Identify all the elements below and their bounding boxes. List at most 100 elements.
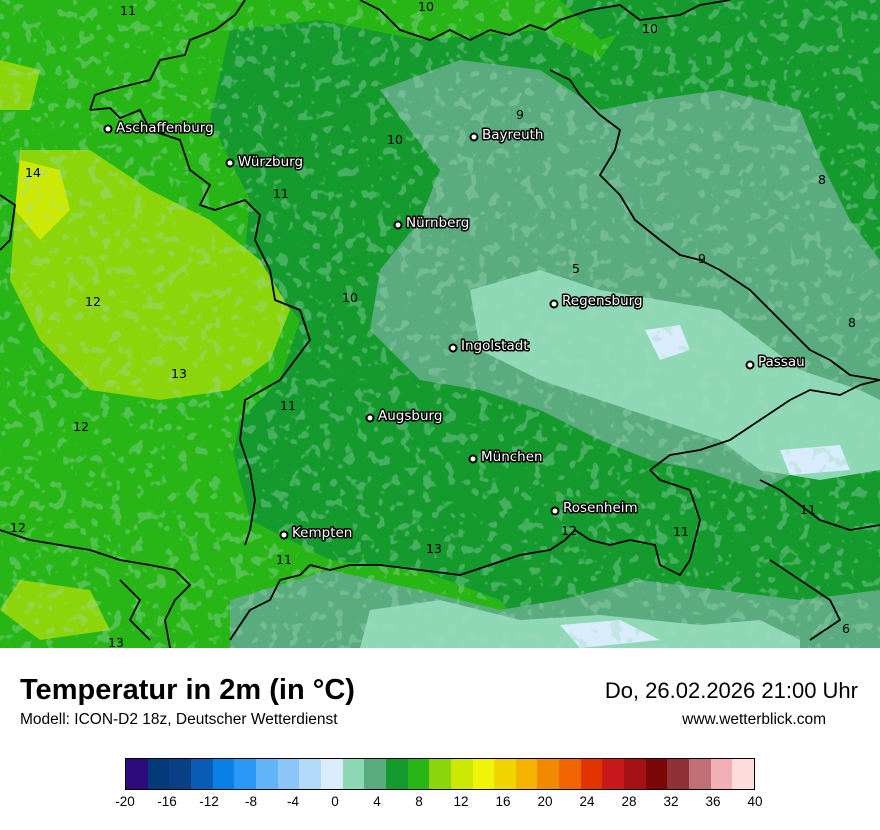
legend-swatch bbox=[689, 759, 711, 789]
forecast-datetime: Do, 26.02.2026 21:00 Uhr bbox=[604, 678, 858, 703]
legend-swatch bbox=[364, 759, 386, 789]
city-marker-icon bbox=[469, 132, 479, 142]
temperature-field bbox=[0, 0, 880, 648]
legend-tick-label: 28 bbox=[621, 794, 637, 809]
contour-label: 10 bbox=[642, 21, 658, 36]
city-bayreuth[interactable]: Bayreuth bbox=[469, 126, 545, 145]
city-label: Passau bbox=[758, 354, 805, 370]
contour-label: 12 bbox=[73, 419, 89, 434]
state-border-bw bbox=[89, 107, 311, 546]
city-marker-icon bbox=[365, 413, 375, 423]
legend-tick-label: 24 bbox=[579, 794, 595, 809]
legend-swatch bbox=[472, 759, 495, 789]
legend-swatch bbox=[277, 759, 300, 789]
city-label: München bbox=[481, 449, 543, 465]
city-marker-icon bbox=[745, 360, 755, 370]
legend-tick-label: 40 bbox=[747, 794, 763, 809]
contour-label: 11 bbox=[800, 502, 816, 517]
contour-label: 11 bbox=[280, 398, 296, 413]
city-kempten[interactable]: Kempten bbox=[279, 524, 354, 543]
border-czech bbox=[549, 69, 880, 381]
legend-tick-label: -8 bbox=[244, 794, 258, 809]
city-regensburg[interactable]: Regensburg bbox=[549, 292, 644, 311]
legend-swatch bbox=[537, 759, 560, 789]
state-border-hessen bbox=[89, 0, 246, 111]
legend-swatch bbox=[645, 759, 668, 789]
city-wuerzburg[interactable]: Würzburg bbox=[225, 153, 305, 172]
legend-swatch bbox=[255, 759, 278, 789]
city-marker-icon bbox=[448, 343, 458, 353]
footer: Temperatur in 2m (in °C) Modell: ICON-D2… bbox=[0, 648, 880, 830]
city-label: Würzburg bbox=[238, 154, 303, 170]
contour-label: 11 bbox=[673, 524, 689, 539]
legend-tick-label: 12 bbox=[453, 794, 469, 809]
contour-label: 14 bbox=[25, 165, 41, 180]
model-info: Modell: ICON-D2 18z, Deutscher Wetterdie… bbox=[20, 711, 338, 728]
city-aschaffenburg[interactable]: Aschaffenburg bbox=[103, 119, 215, 138]
city-passau[interactable]: Passau bbox=[745, 353, 806, 372]
city-marker-icon bbox=[103, 124, 113, 134]
contour-label: 13 bbox=[108, 635, 124, 648]
border-east bbox=[759, 479, 880, 531]
legend-swatch bbox=[515, 759, 538, 789]
state-border-west-1 bbox=[0, 194, 16, 251]
city-marker-icon bbox=[225, 158, 235, 168]
city-label: Augsburg bbox=[378, 408, 442, 424]
temperature-map: 11 10 10 9 10 14 11 8 9 5 12 10 8 13 11 … bbox=[0, 0, 880, 648]
city-label: Aschaffenburg bbox=[116, 120, 214, 136]
contour-label: 6 bbox=[842, 621, 850, 636]
contour-label: 11 bbox=[120, 3, 136, 18]
legend-ticks: -20 -16 -12 -8 -4 0 4 8 12 16 20 24 28 32 36 40 bbox=[0, 794, 880, 814]
contour-label: 12 bbox=[10, 520, 26, 535]
legend-tick-label: 32 bbox=[663, 794, 679, 809]
legend-tick-label: -16 bbox=[157, 794, 177, 809]
contour-label: 13 bbox=[171, 366, 187, 381]
city-label: Kempten bbox=[292, 525, 352, 541]
contour-label: 10 bbox=[387, 132, 403, 147]
contour-label: 11 bbox=[273, 186, 289, 201]
legend-swatch bbox=[147, 759, 170, 789]
contour-label: 12 bbox=[561, 523, 577, 538]
legend-swatch bbox=[450, 759, 473, 789]
city-label: Rosenheim bbox=[563, 500, 638, 516]
contour-label: 9 bbox=[516, 107, 524, 122]
color-legend bbox=[125, 758, 755, 790]
city-augsburg[interactable]: Augsburg bbox=[365, 407, 444, 426]
city-ingolstadt[interactable]: Ingolstadt bbox=[448, 337, 530, 356]
legend-swatch bbox=[429, 759, 451, 789]
legend-tick-label: 0 bbox=[331, 794, 339, 809]
border-alps-east bbox=[769, 559, 841, 641]
legend-swatch bbox=[407, 759, 430, 789]
contour-label: 5 bbox=[572, 261, 580, 276]
legend-tick-label: -20 bbox=[115, 794, 135, 809]
city-marker-icon bbox=[468, 454, 478, 464]
legend-swatch bbox=[212, 759, 235, 789]
legend-swatch bbox=[559, 759, 581, 789]
city-muenchen[interactable]: München bbox=[468, 448, 544, 467]
legend-swatch bbox=[667, 759, 690, 789]
contour-label: 8 bbox=[848, 315, 856, 330]
contour-label: 12 bbox=[85, 294, 101, 309]
city-marker-icon bbox=[550, 506, 560, 516]
legend-swatch bbox=[169, 759, 191, 789]
legend-tick-label: 20 bbox=[537, 794, 553, 809]
legend-tick-label: 8 bbox=[415, 794, 423, 809]
field-texture bbox=[0, 0, 880, 648]
legend-swatch bbox=[320, 759, 343, 789]
website-link[interactable]: www.wetterblick.com bbox=[682, 711, 826, 728]
legend-swatch bbox=[710, 759, 733, 789]
legend-swatch bbox=[385, 759, 408, 789]
legend-tick-label: 4 bbox=[373, 794, 381, 809]
legend-swatch bbox=[732, 759, 755, 789]
legend-tick-label: -4 bbox=[286, 794, 300, 809]
legend-swatch bbox=[342, 759, 365, 789]
city-nuernberg[interactable]: Nürnberg bbox=[393, 214, 471, 233]
contour-label: 10 bbox=[418, 0, 434, 14]
legend-swatch bbox=[580, 759, 603, 789]
city-rosenheim[interactable]: Rosenheim bbox=[550, 499, 639, 518]
city-marker-icon bbox=[549, 299, 559, 309]
legend-swatch bbox=[602, 759, 625, 789]
cities: Aschaffenburg Würzburg Bayreuth Nürnberg… bbox=[103, 119, 806, 543]
contour-label: 10 bbox=[342, 290, 358, 305]
